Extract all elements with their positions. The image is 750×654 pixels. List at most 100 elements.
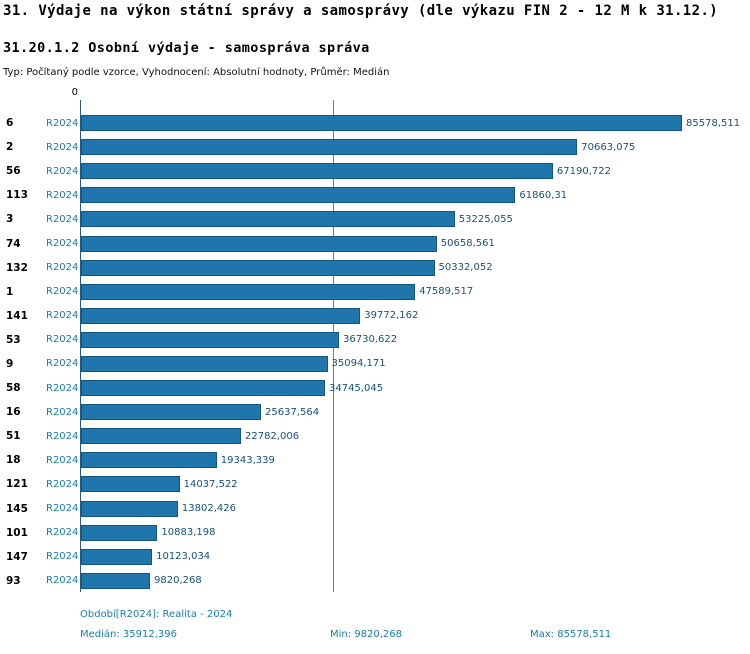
value-label: 39772,162 bbox=[364, 310, 419, 322]
axis-origin-label: 0 bbox=[71, 87, 78, 98]
series-label: R2024 bbox=[46, 310, 79, 322]
series-label: R2024 bbox=[46, 454, 79, 466]
bar bbox=[81, 355, 328, 372]
bar-row: 145 R2024 13802,426 bbox=[0, 497, 750, 521]
bar-track: 36730,622 bbox=[81, 328, 750, 352]
bar-row: 93 R2024 9820,268 bbox=[0, 569, 750, 593]
bar bbox=[81, 500, 178, 517]
bar bbox=[81, 163, 553, 180]
bar-track: 47589,517 bbox=[81, 280, 750, 304]
bar-track: 85578,511 bbox=[81, 111, 750, 135]
bar bbox=[81, 283, 416, 300]
value-label: 19343,339 bbox=[220, 454, 275, 466]
bar-row: 18 R2024 19343,339 bbox=[0, 448, 750, 472]
bar-track: 10123,034 bbox=[81, 545, 750, 569]
bar-row: 58 R2024 34745,045 bbox=[0, 376, 750, 400]
bar-row: 101 R2024 10883,198 bbox=[0, 521, 750, 545]
bar-row: 113 R2024 61860,31 bbox=[0, 183, 750, 207]
bar-track: 13802,426 bbox=[81, 497, 750, 521]
bar-track: 61860,31 bbox=[81, 183, 750, 207]
value-label: 70663,075 bbox=[581, 141, 636, 153]
category-label: 3 bbox=[6, 213, 14, 226]
bar bbox=[81, 548, 153, 565]
bar-track: 10883,198 bbox=[81, 521, 750, 545]
bar bbox=[81, 452, 217, 469]
bar-row: 16 R2024 25637,564 bbox=[0, 400, 750, 424]
bar-row: 6 R2024 85578,511 bbox=[0, 111, 750, 135]
value-label: 36730,622 bbox=[343, 334, 398, 346]
category-label: 121 bbox=[6, 478, 28, 491]
category-label: 101 bbox=[6, 526, 28, 539]
series-label: R2024 bbox=[46, 430, 79, 442]
series-label: R2024 bbox=[46, 478, 79, 490]
value-label: 13802,426 bbox=[181, 503, 236, 515]
bar bbox=[81, 187, 516, 204]
bar bbox=[81, 476, 180, 493]
value-label: 50332,052 bbox=[438, 262, 493, 274]
series-label: R2024 bbox=[46, 117, 79, 129]
bar-row: 74 R2024 50658,561 bbox=[0, 231, 750, 255]
bar bbox=[81, 139, 578, 156]
value-label: 9820,268 bbox=[154, 575, 202, 587]
footer-median-stat: Medián: 35912,396 bbox=[80, 629, 177, 640]
bar bbox=[81, 380, 325, 397]
value-label: 47589,517 bbox=[419, 286, 474, 298]
category-label: 16 bbox=[6, 406, 21, 419]
bar-row: 2 R2024 70663,075 bbox=[0, 135, 750, 159]
bar-row: 53 R2024 36730,622 bbox=[0, 328, 750, 352]
series-label: R2024 bbox=[46, 189, 79, 201]
value-label: 25637,564 bbox=[265, 406, 320, 418]
value-label: 67190,722 bbox=[556, 165, 611, 177]
bar bbox=[81, 211, 455, 228]
value-label: 10123,034 bbox=[156, 551, 211, 563]
bar-track: 9820,268 bbox=[81, 569, 750, 593]
category-label: 6 bbox=[6, 117, 14, 130]
category-label: 53 bbox=[6, 333, 21, 346]
category-label: 2 bbox=[6, 141, 14, 154]
bar-rows: 6 R2024 85578,511 2 R2024 70663,075 56 R2024 671… bbox=[0, 111, 750, 593]
value-label: 14037,522 bbox=[183, 478, 238, 490]
category-label: 145 bbox=[6, 502, 28, 515]
chart-subtitle: 31.20.1.2 Osobní výdaje - samospráva spr… bbox=[3, 40, 370, 56]
bar bbox=[81, 524, 158, 541]
bar-track: 50332,052 bbox=[81, 256, 750, 280]
series-label: R2024 bbox=[46, 551, 79, 563]
category-label: 58 bbox=[6, 382, 21, 395]
series-label: R2024 bbox=[46, 358, 79, 370]
footer-max-stat: Max: 85578,511 bbox=[530, 629, 612, 640]
bar-row: 147 R2024 10123,034 bbox=[0, 545, 750, 569]
bar bbox=[81, 428, 241, 445]
value-label: 10883,198 bbox=[161, 527, 216, 539]
category-label: 93 bbox=[6, 574, 21, 587]
axis-zero-line bbox=[80, 100, 81, 592]
bar-row: 9 R2024 35094,171 bbox=[0, 352, 750, 376]
value-label: 53225,055 bbox=[458, 213, 513, 225]
bar-row: 3 R2024 53225,055 bbox=[0, 207, 750, 231]
series-label: R2024 bbox=[46, 406, 79, 418]
series-label: R2024 bbox=[46, 575, 79, 587]
bar-row: 132 R2024 50332,052 bbox=[0, 256, 750, 280]
bar-row: 51 R2024 22782,006 bbox=[0, 424, 750, 448]
bar-track: 39772,162 bbox=[81, 304, 750, 328]
value-label: 85578,511 bbox=[686, 117, 741, 129]
series-label: R2024 bbox=[46, 262, 79, 274]
category-label: 74 bbox=[6, 237, 21, 250]
category-label: 51 bbox=[6, 430, 21, 443]
bar-track: 34745,045 bbox=[81, 376, 750, 400]
footer-min-stat: Min: 9820,268 bbox=[330, 629, 403, 640]
bar bbox=[81, 115, 682, 132]
category-label: 56 bbox=[6, 165, 21, 178]
value-label: 50658,561 bbox=[440, 238, 495, 250]
bar-row: 121 R2024 14037,522 bbox=[0, 472, 750, 496]
bar-track: 53225,055 bbox=[81, 207, 750, 231]
series-label: R2024 bbox=[46, 165, 79, 177]
bar bbox=[81, 259, 435, 276]
chart-info-line: Typ: Počítaný podle vzorce, Vyhodnocení:… bbox=[3, 67, 390, 78]
bar-track: 14037,522 bbox=[81, 472, 750, 496]
series-label: R2024 bbox=[46, 141, 79, 153]
bar bbox=[81, 404, 261, 421]
series-label: R2024 bbox=[46, 334, 79, 346]
category-label: 113 bbox=[6, 189, 28, 202]
bar-row: 141 R2024 39772,162 bbox=[0, 304, 750, 328]
